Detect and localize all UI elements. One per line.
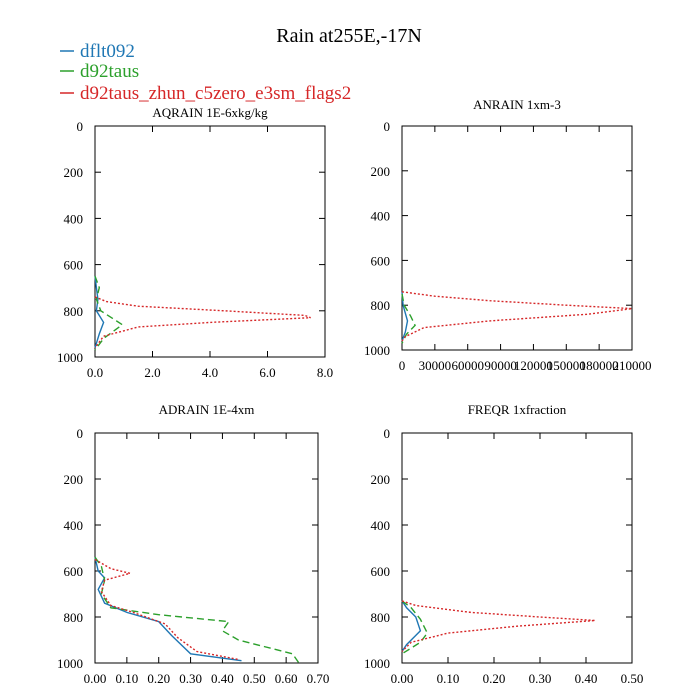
x-tick-label: 6.0	[259, 365, 275, 380]
x-tick-label: 0.20	[147, 671, 170, 686]
y-tick-label: 1000	[57, 656, 83, 671]
series-line-d92taus	[94, 556, 300, 664]
y-tick-label: 800	[64, 304, 84, 319]
x-tick-label: 0.40	[575, 671, 598, 686]
y-tick-label: 1000	[364, 656, 390, 671]
y-tick-label: 600	[371, 253, 391, 268]
series-line-d92taus_zhun_c5zero_e3sm_flags2	[401, 600, 596, 652]
plot-frame	[401, 125, 633, 351]
x-tick-label: 8.0	[317, 365, 333, 380]
y-tick-label: 200	[64, 165, 84, 180]
y-tick-label: 800	[64, 610, 84, 625]
y-tick-label: 0	[77, 426, 84, 441]
series-line-dflt092	[401, 600, 422, 652]
panel-1: AQRAIN 1E-6xkg/kg 0 200 400 600 800 1000 0.0 2.0…	[57, 105, 333, 380]
legend-label-1: dflt092	[80, 41, 135, 62]
x-tick-label: 0.00	[391, 671, 414, 686]
series-line-dflt092	[94, 557, 242, 662]
series-line-d92taus	[401, 293, 416, 344]
panel-title: FREQR 1xfraction	[468, 402, 567, 417]
series-line-dflt092	[94, 276, 105, 349]
x-tick-label: 0	[399, 358, 406, 373]
plot-frame	[401, 432, 633, 664]
legend-label-2: d92taus	[80, 61, 139, 82]
y-tick-label: 1000	[364, 343, 390, 358]
y-tick-label: 200	[371, 472, 391, 487]
figure-title: Rain at255E,-17N	[276, 25, 422, 47]
x-tick-label: 0.10	[437, 671, 460, 686]
y-tick-label: 400	[371, 518, 391, 533]
panel-2: ANRAIN 1xm-3 0 200 400 600 800 1000 0 30000 60000…	[364, 97, 652, 373]
x-tick-label: 0.0	[87, 365, 103, 380]
panels: AQRAIN 1E-6xkg/kg 0 200 400 600 800 1000 0.0 2.0…	[57, 97, 652, 686]
x-tick-label: 0.50	[243, 671, 266, 686]
x-tick-label: 0.70	[307, 671, 330, 686]
x-tick-label: 2.0	[144, 365, 160, 380]
series-line-d92taus	[401, 600, 429, 655]
y-tick-label: 200	[371, 164, 391, 179]
y-tick-label: 0	[384, 426, 391, 441]
y-tick-label: 400	[371, 209, 391, 224]
y-tick-label: 600	[64, 564, 84, 579]
panel-3: ADRAIN 1E-4xm 0 200 400 600 800 10000.00 0.10 0.…	[57, 402, 329, 686]
series-line-d92taus_zhun_c5zero_e3sm_flags2	[94, 296, 311, 349]
y-tick-label: 600	[64, 258, 84, 273]
x-tick-label: 0.50	[621, 671, 644, 686]
panel-4: FREQR 1xfraction 0 200 400 600 800 10000.00 0.1…	[364, 402, 643, 686]
x-tick-label: 30000	[419, 358, 452, 373]
legend-label-3: d92taus_zhun_c5zero_e3sm_flags2	[80, 83, 351, 104]
y-tick-label: 800	[371, 298, 391, 313]
y-tick-label: 400	[64, 518, 84, 533]
x-tick-label: 180000	[580, 358, 619, 373]
x-tick-label: 0.20	[483, 671, 506, 686]
x-tick-label: 90000	[484, 358, 517, 373]
panel-title: AQRAIN 1E-6xkg/kg	[152, 105, 268, 120]
y-tick-label: 0	[77, 119, 84, 134]
series-line-d92taus	[94, 275, 124, 351]
series-line-d92taus_zhun_c5zero_e3sm_flags2	[401, 291, 633, 342]
panel-title: ANRAIN 1xm-3	[473, 97, 561, 112]
x-tick-label: 0.30	[179, 671, 202, 686]
series-line-d92taus_zhun_c5zero_e3sm_flags2	[94, 558, 239, 661]
legend: dflt092d92tausd92taus_zhun_c5zero_e3sm_f…	[60, 41, 351, 104]
y-tick-label: 0	[384, 119, 391, 134]
plot-frame	[94, 432, 319, 664]
y-tick-label: 200	[64, 472, 84, 487]
x-tick-label: 60000	[451, 358, 484, 373]
x-tick-label: 210000	[613, 358, 652, 373]
y-tick-label: 800	[371, 610, 391, 625]
x-tick-label: 0.10	[115, 671, 138, 686]
x-tick-label: 0.00	[84, 671, 107, 686]
panel-title: ADRAIN 1E-4xm	[159, 402, 255, 417]
x-tick-label: 0.60	[275, 671, 298, 686]
y-tick-label: 400	[64, 211, 84, 226]
x-tick-label: 120000	[514, 358, 553, 373]
plot-frame	[94, 125, 326, 358]
x-tick-label: 4.0	[202, 365, 218, 380]
x-tick-label: 150000	[547, 358, 586, 373]
x-tick-label: 0.30	[529, 671, 552, 686]
y-tick-label: 1000	[57, 350, 83, 365]
x-tick-label: 0.40	[211, 671, 234, 686]
y-tick-label: 600	[371, 564, 391, 579]
